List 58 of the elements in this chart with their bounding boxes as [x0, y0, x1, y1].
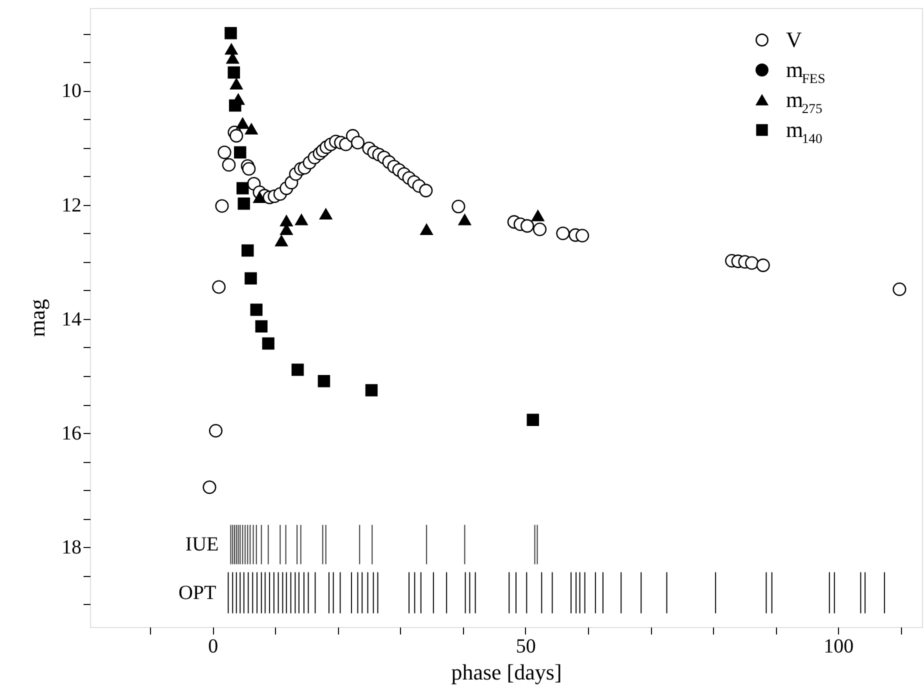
y-tick-label: 12	[62, 194, 82, 216]
point	[224, 26, 237, 40]
point	[236, 182, 249, 194]
point	[228, 66, 240, 79]
point	[756, 258, 770, 272]
y-tick-label: 16	[62, 422, 82, 445]
point	[234, 146, 246, 158]
point	[244, 272, 257, 285]
point	[556, 226, 570, 240]
point	[892, 282, 906, 296]
point	[295, 214, 308, 226]
y-tick-label: 14	[62, 308, 82, 330]
point	[215, 199, 229, 213]
point	[452, 200, 466, 214]
point	[275, 235, 288, 246]
point	[212, 280, 226, 294]
point	[533, 222, 547, 236]
legend-label: V	[786, 27, 802, 52]
point	[365, 384, 378, 396]
point	[225, 43, 238, 55]
x-axis-title: phase [days]	[451, 660, 562, 684]
point	[319, 208, 332, 220]
series-label: OPT	[178, 582, 216, 604]
point	[253, 192, 266, 203]
point	[208, 424, 223, 438]
point	[520, 219, 534, 233]
point	[236, 118, 249, 129]
point	[745, 256, 759, 270]
point	[280, 215, 293, 226]
point	[238, 198, 250, 210]
series-label: IUE	[185, 534, 219, 556]
point	[218, 146, 232, 160]
point	[242, 162, 256, 176]
y-axis-title: mag	[24, 299, 50, 337]
point	[458, 214, 472, 226]
point	[230, 129, 244, 143]
y-tick-label: 10	[62, 80, 82, 102]
point	[576, 228, 590, 242]
point	[222, 158, 236, 172]
point	[255, 320, 268, 332]
x-tick-label: 0	[208, 636, 218, 658]
point	[526, 414, 540, 426]
x-tick-label: 100	[824, 636, 854, 658]
point	[230, 78, 243, 90]
point	[245, 123, 258, 135]
y-tick-label: 18	[62, 536, 82, 559]
point	[250, 304, 263, 316]
point	[202, 480, 216, 494]
point	[242, 244, 254, 257]
point	[420, 224, 433, 235]
point	[532, 210, 544, 222]
point	[229, 99, 242, 112]
point	[419, 184, 433, 198]
point	[350, 136, 365, 150]
point	[318, 374, 330, 388]
x-tick-label: 50	[516, 636, 536, 658]
point	[262, 337, 274, 350]
point	[292, 364, 304, 376]
